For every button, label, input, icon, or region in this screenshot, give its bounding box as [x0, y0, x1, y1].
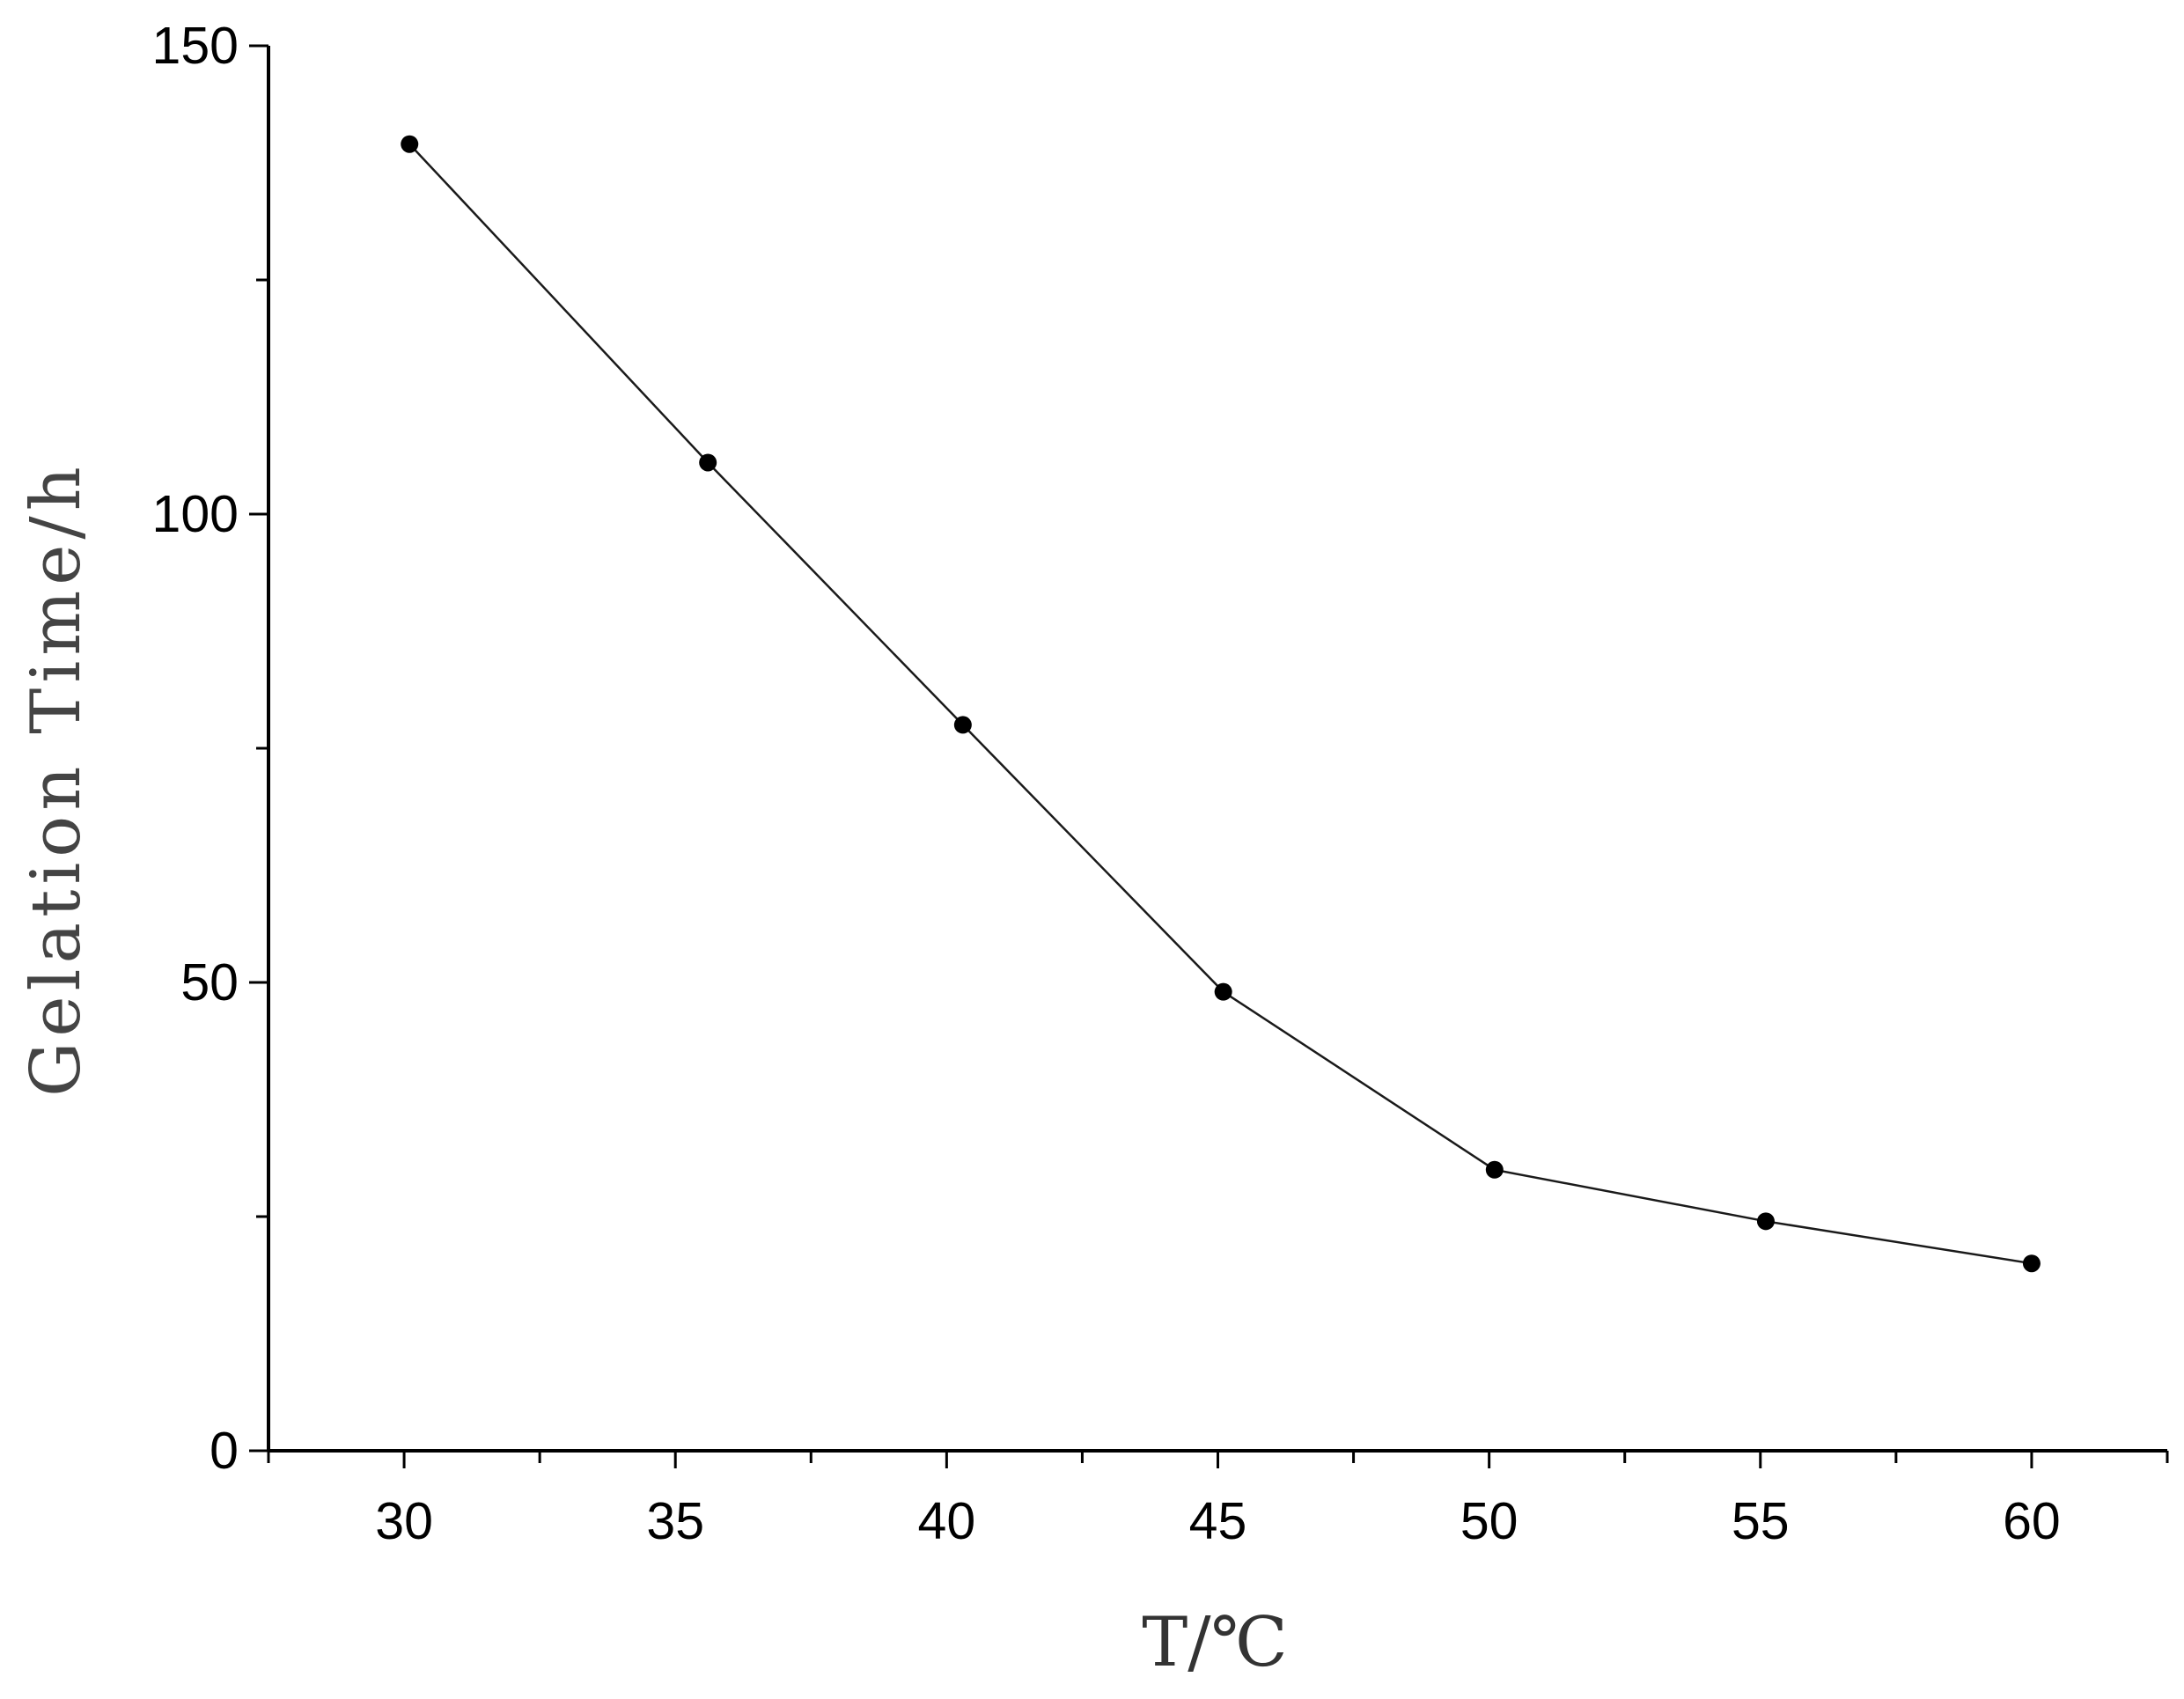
tick-labels: 30 35 40 45 50 55 60 0 50 100 150 [152, 17, 2061, 1550]
y-tick-label: 50 [180, 953, 239, 1011]
x-tick-label: 30 [375, 1492, 433, 1550]
y-tick-label: 0 [210, 1422, 239, 1480]
x-tick-label: 45 [1189, 1492, 1247, 1550]
x-tick-label: 55 [1732, 1492, 1790, 1550]
data-point [2022, 1254, 2041, 1273]
y-tick-label: 150 [152, 17, 239, 75]
data-point [699, 453, 717, 472]
data-point [1214, 982, 1232, 1001]
data-point [953, 716, 972, 734]
x-tick-label: 50 [1460, 1492, 1519, 1550]
x-tick-label: 35 [646, 1492, 704, 1550]
x-tick-label: 40 [918, 1492, 976, 1550]
x-tick-label: 60 [2003, 1492, 2061, 1550]
data-point [1756, 1212, 1775, 1231]
series-line [408, 143, 2033, 1265]
x-axis-title: T/℃ [1142, 1603, 1288, 1682]
series [401, 135, 2041, 1273]
data-point [1485, 1160, 1504, 1179]
data-point [401, 135, 419, 153]
y-tick-label: 100 [152, 485, 239, 543]
y-axis-title: Gelation Time/h [17, 461, 96, 1097]
ticks [249, 44, 2169, 1468]
